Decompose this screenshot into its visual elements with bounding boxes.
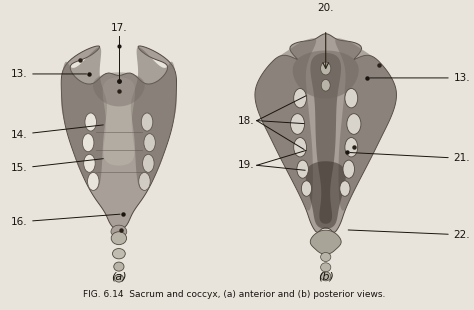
Text: (a): (a) — [111, 272, 127, 281]
Ellipse shape — [347, 114, 361, 134]
Polygon shape — [310, 230, 341, 254]
Ellipse shape — [84, 154, 95, 172]
Ellipse shape — [144, 134, 155, 152]
Text: 18.: 18. — [238, 116, 255, 126]
Ellipse shape — [294, 138, 307, 157]
Text: 22.: 22. — [348, 230, 470, 240]
Text: 13.: 13. — [370, 73, 470, 83]
Polygon shape — [93, 72, 145, 106]
Ellipse shape — [320, 263, 331, 272]
Polygon shape — [61, 46, 176, 229]
Ellipse shape — [321, 79, 330, 91]
Ellipse shape — [340, 181, 350, 196]
Text: (b): (b) — [318, 272, 334, 281]
Ellipse shape — [114, 274, 123, 282]
Ellipse shape — [141, 113, 153, 131]
Polygon shape — [255, 34, 396, 232]
Ellipse shape — [111, 232, 127, 245]
Text: 16.: 16. — [10, 214, 120, 227]
Ellipse shape — [114, 262, 124, 271]
Ellipse shape — [291, 114, 305, 134]
Ellipse shape — [345, 88, 358, 108]
Ellipse shape — [82, 134, 94, 152]
Ellipse shape — [320, 62, 331, 75]
Polygon shape — [306, 161, 346, 229]
Text: 19.: 19. — [238, 160, 255, 170]
Ellipse shape — [294, 88, 307, 108]
Text: 13.: 13. — [10, 69, 87, 79]
Ellipse shape — [297, 160, 309, 178]
Polygon shape — [131, 47, 177, 190]
Polygon shape — [103, 77, 135, 166]
Ellipse shape — [88, 172, 99, 190]
Ellipse shape — [320, 272, 331, 281]
Polygon shape — [310, 53, 341, 224]
Ellipse shape — [343, 160, 355, 178]
Polygon shape — [61, 47, 107, 190]
Ellipse shape — [139, 172, 150, 190]
Ellipse shape — [143, 154, 154, 172]
Ellipse shape — [320, 252, 331, 262]
Polygon shape — [255, 38, 316, 211]
Ellipse shape — [345, 138, 358, 157]
Text: 14.: 14. — [10, 125, 103, 140]
Polygon shape — [293, 51, 359, 98]
Text: FIG. 6.14  Sacrum and coccyx, (a) anterior and (b) posterior views.: FIG. 6.14 Sacrum and coccyx, (a) anterio… — [83, 290, 385, 299]
Text: 17.: 17. — [110, 23, 127, 33]
Text: 21.: 21. — [350, 153, 470, 163]
Ellipse shape — [85, 113, 97, 131]
Ellipse shape — [112, 249, 125, 259]
Text: 15.: 15. — [10, 159, 103, 173]
Polygon shape — [111, 225, 127, 237]
Polygon shape — [335, 38, 396, 211]
Text: 20.: 20. — [318, 3, 334, 13]
Ellipse shape — [301, 181, 311, 196]
